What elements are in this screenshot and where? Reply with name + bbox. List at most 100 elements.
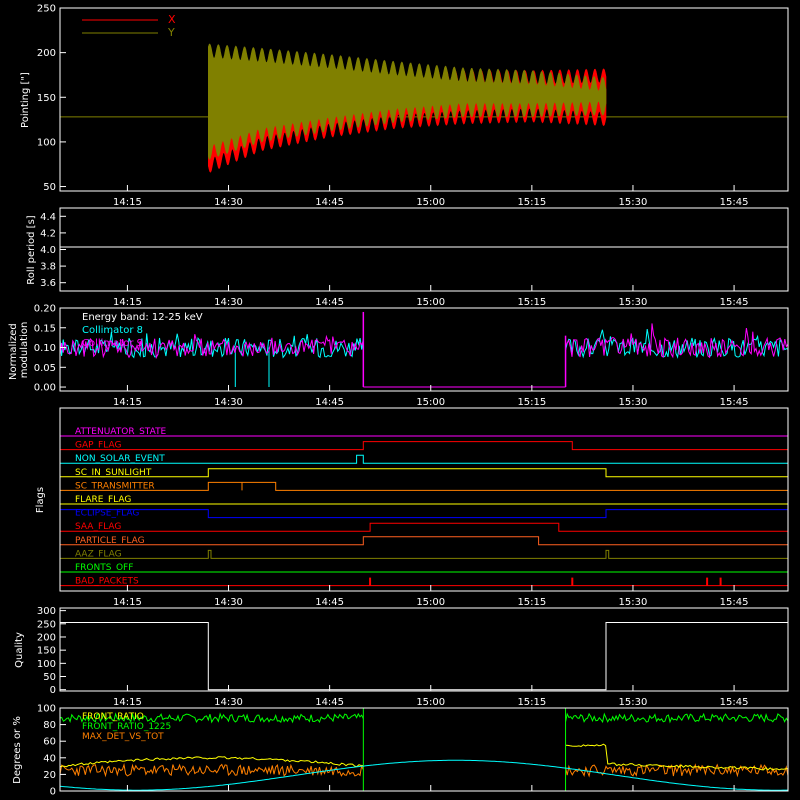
xtick-label: 15:00	[416, 297, 445, 308]
ytick-label: 100	[37, 659, 56, 670]
xtick-label: 14:15	[113, 697, 142, 708]
roll-xticks: 14:15 14:30 14:45 15:00 15:15 15:30 15:45	[113, 285, 748, 308]
xtick-label: 14:15	[113, 597, 142, 608]
flag-label: SC_IN_SUNLIGHT	[75, 468, 152, 478]
flag-line	[60, 549, 788, 559]
ytick-label: 300	[37, 606, 56, 617]
ytick-label: 0	[50, 787, 56, 798]
pointing-ylabel: Pointing ["]	[20, 72, 31, 128]
flags-frame	[59, 407, 789, 592]
modulation-xticks: 14:15 14:30 14:45 15:00 15:15 15:30 15:45	[113, 385, 748, 408]
ytick-label: 80	[43, 720, 56, 731]
pointing-series-y	[208, 43, 607, 160]
ytick-label: 4.4	[40, 212, 56, 223]
xtick-label: 14:45	[315, 697, 344, 708]
ytick-label: 150	[37, 93, 56, 104]
flag-label: SAA_FLAG	[75, 522, 121, 532]
fronts-ylabel: Degrees or %	[12, 716, 23, 784]
roll-yticks: 3.6 3.8 4.0 4.2 4.4	[40, 212, 66, 289]
flag-label: FLARE_FLAG	[75, 495, 131, 505]
flag-line	[59, 509, 789, 519]
xtick-label: 15:00	[416, 197, 445, 208]
flag-label: AAZ_FLAG	[75, 549, 122, 559]
xtick-label: 14:45	[315, 197, 344, 208]
flags-data: ATTENUATOR_STATE GAP_FLAG NON_SOLAR_EVENT S…	[59, 427, 789, 587]
ytick-label: 0.20	[34, 304, 56, 315]
ytick-label: 4.2	[40, 228, 56, 239]
xtick-label: 15:30	[619, 397, 648, 408]
pointing-frame	[59, 7, 789, 192]
xtick-label: 15:15	[517, 197, 546, 208]
xtick-label: 15:45	[720, 697, 749, 708]
flag-label: ECLIPSE_FLAG	[75, 509, 139, 519]
quality-line	[60, 622, 788, 691]
panel-fronts: 0 20 40 60 80 100 Degrees or % FRONT_RATIO FR…	[12, 704, 789, 798]
xtick-label: 15:15	[517, 297, 546, 308]
collimator-8-label: Collimator 8	[82, 325, 143, 336]
modulation-data	[59, 311, 789, 388]
ytick-label: 250	[37, 4, 56, 15]
ytick-label: 200	[37, 632, 56, 643]
flag-line	[60, 468, 788, 478]
xtick-label: 14:45	[315, 297, 344, 308]
fronts-cyan-curve	[59, 759, 788, 791]
fronts-yticks: 0 20 40 60 80 100	[37, 704, 735, 798]
xtick-label: 14:30	[214, 197, 243, 208]
collimator-9-label: Collimator 9	[82, 338, 143, 349]
flag-label: GAP_FLAG	[75, 441, 121, 451]
flag-label: FRONTS_OFF	[75, 563, 133, 573]
ytick-label: 100	[37, 137, 56, 148]
xtick-label: 14:15	[113, 197, 142, 208]
modulation-series-c9	[59, 323, 789, 360]
ytick-label: 3.6	[40, 278, 56, 289]
xtick-label: 15:15	[517, 697, 546, 708]
quality-xticks: 14:15 14:30 14:45 15:00 15:15 15:30 15:45	[113, 685, 748, 708]
pointing-yticks: 50 100 150 200 250	[37, 4, 66, 193]
xtick-label: 15:30	[619, 697, 648, 708]
xtick-label: 14:45	[315, 597, 344, 608]
fronts-series-max-det	[59, 762, 789, 778]
flag-label: ATTENUATOR_STATE	[75, 427, 167, 437]
fronts-series-front-ratio-2	[565, 743, 789, 771]
xtick-label: 15:45	[720, 397, 749, 408]
xtick-label: 15:00	[416, 397, 445, 408]
ytick-label: 200	[37, 48, 56, 59]
ytick-label: 20	[43, 770, 56, 781]
quality-yticks: 0 50 100 150 200 250 300	[37, 606, 66, 696]
flags-xticks: 14:15 14:30 14:45 15:00 15:15 15:30 15:45	[113, 585, 748, 608]
flag-line	[60, 441, 788, 451]
flag-label: SC_TRANSMITTER	[75, 481, 155, 491]
flag-line	[60, 454, 788, 464]
ytick-label: 40	[43, 753, 56, 764]
fronts-frame	[59, 707, 789, 792]
flag-label: NON_SOLAR_EVENT	[75, 454, 165, 464]
panel-flags: ATTENUATOR_STATE GAP_FLAG NON_SOLAR_EVENT S…	[35, 407, 789, 608]
xtick-label: 15:30	[619, 597, 648, 608]
xtick-label: 14:15	[113, 397, 142, 408]
ytick-label: 150	[37, 646, 56, 657]
flag-line	[60, 536, 788, 546]
flags-ylabel: Flags	[35, 487, 46, 513]
ytick-label: 50	[43, 672, 56, 683]
modulation-ylabel-line1: Normalized	[8, 323, 19, 380]
flag-label: BAD_PACKETS	[75, 577, 139, 587]
quality-data	[60, 622, 788, 691]
pointing-legend: X Y	[82, 13, 176, 39]
modulation-yticks: 0.00 0.05 0.10 0.15 0.20	[34, 304, 66, 394]
ytick-label: 60	[43, 737, 56, 748]
xtick-label: 15:00	[416, 597, 445, 608]
xtick-label: 15:45	[720, 197, 749, 208]
pointing-data	[60, 43, 788, 173]
xtick-label: 14:30	[214, 597, 243, 608]
modulation-ylabel: Normalized modulation	[8, 320, 30, 380]
xtick-label: 14:30	[214, 697, 243, 708]
panel-pointing: 50 100 150 200 250 14:15 14:30 14:45 15:00 15:15…	[20, 4, 789, 208]
xtick-label: 14:30	[214, 297, 243, 308]
xtick-label: 15:45	[720, 597, 749, 608]
modulation-ylabel-line2: modulation	[19, 322, 30, 379]
energy-band-label: Energy band: 12-25 keV	[82, 312, 203, 323]
flag-line	[60, 481, 788, 491]
xtick-label: 14:15	[113, 297, 142, 308]
